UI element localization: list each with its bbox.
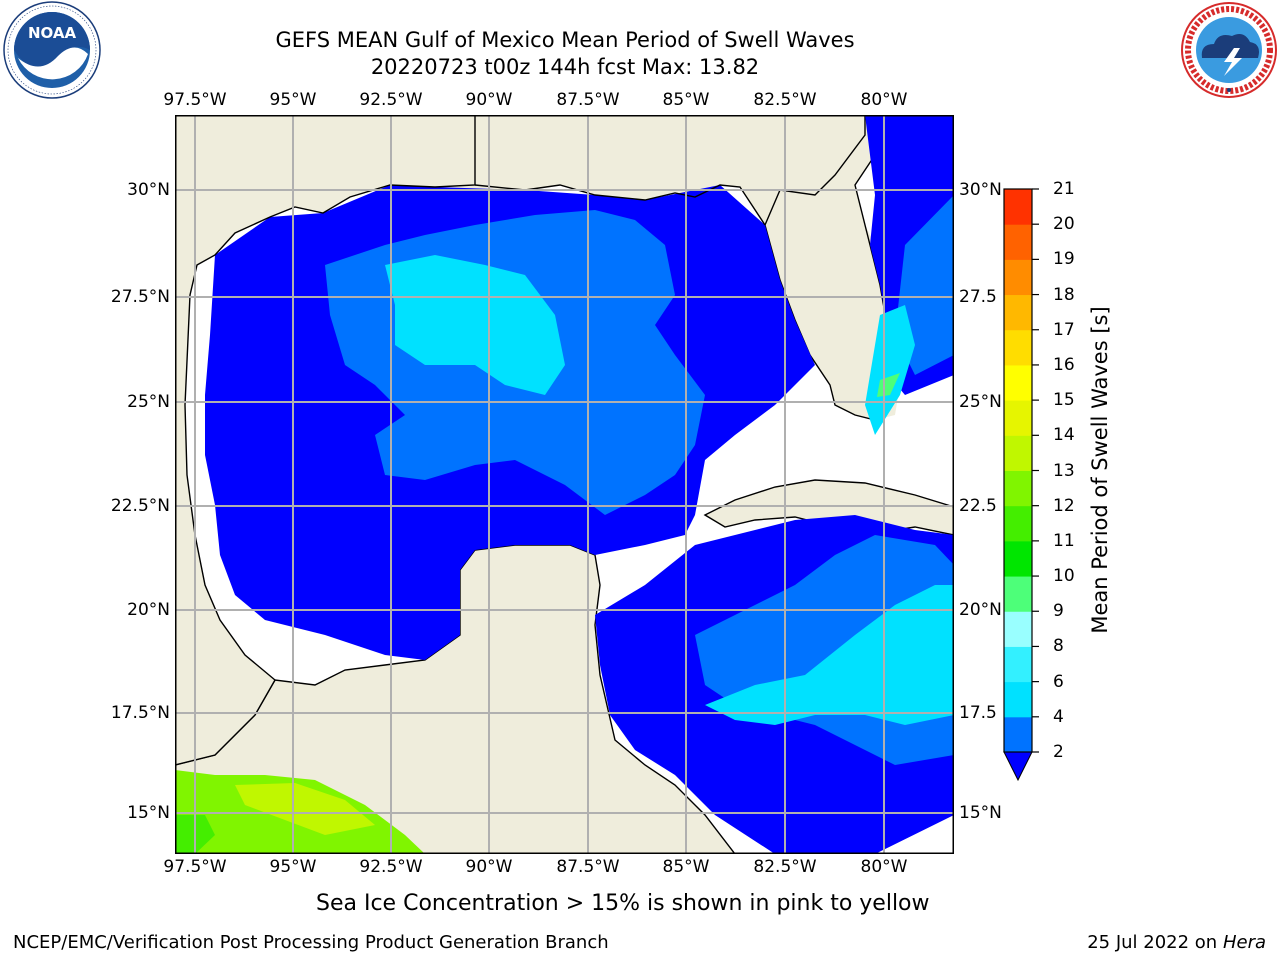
colorbar-tick-label: 9 [1053, 601, 1064, 622]
colorbar-tick-label: 12 [1053, 495, 1075, 516]
lat-tick-right: 22.5 [959, 496, 997, 516]
swell-region-8-9s [877, 373, 900, 397]
colorbar-tick-label: 17 [1053, 319, 1075, 340]
lat-tick-right: 25°N [959, 392, 1002, 412]
colorbar-segment [1004, 470, 1032, 507]
map-subtitle: 20220723 t00z 144h fcst Max: 13.82 [370, 55, 760, 79]
map-title: GEFS MEAN Gulf of Mexico Mean Period of … [275, 28, 855, 52]
colorbar-label: Mean Period of Swell Waves [s] [1088, 306, 1112, 634]
colorbar-segment [1004, 576, 1032, 612]
lat-tick-left: 15°N [127, 803, 170, 823]
lon-tick-bottom: 87.5°W [556, 857, 620, 877]
sea-ice-note: Sea Ice Concentration > 15% is shown in … [316, 891, 930, 916]
lon-tick-top: 85°W [662, 90, 710, 110]
lon-tick-bottom: 92.5°W [359, 857, 423, 877]
footer-branch: NCEP/EMC/Verification Post Processing Pr… [13, 932, 609, 953]
colorbar-tick-label: 13 [1053, 460, 1075, 481]
lat-tick-left: 25°N [127, 392, 170, 412]
colorbar-segment [1004, 364, 1032, 401]
lat-tick-left: 27.5°N [110, 287, 170, 307]
coastline [474, 184, 766, 226]
lon-tick-bottom: 97.5°W [163, 857, 227, 877]
colorbar-segment [1004, 681, 1032, 718]
colorbar-segment [1004, 329, 1032, 366]
colorbar-tick-label: 6 [1053, 671, 1064, 692]
colorbar-tick-label: 15 [1053, 390, 1075, 411]
footer-machine: Hera [1222, 932, 1266, 953]
lat-tick-left: 22.5°N [110, 496, 170, 516]
footer-date-text: 25 Jul 2022 on [1087, 932, 1223, 953]
colorbar-segment [1004, 259, 1032, 296]
colorbar-segment [1004, 646, 1032, 683]
lat-tick-left: 30°N [127, 180, 170, 200]
lon-tick-top: 90°W [465, 90, 513, 110]
lon-tick-bottom: 85°W [662, 857, 710, 877]
nws-logo-icon [1181, 2, 1277, 98]
lon-tick-top: 82.5°W [753, 90, 817, 110]
colorbar-tick-label: 21 [1053, 179, 1075, 199]
lat-tick-right: 20°N [959, 600, 1002, 620]
swell-region-pacific-13-14s [235, 783, 375, 835]
colorbar-under-triangle [1003, 751, 1033, 782]
colorbar-segment [1004, 435, 1032, 471]
swell-region-4-6s-gulf [385, 255, 565, 395]
lon-tick-bottom: 82.5°W [753, 857, 817, 877]
lon-tick-top: 92.5°W [359, 90, 423, 110]
map-frame [175, 115, 954, 854]
lon-tick-top: 87.5°W [556, 90, 620, 110]
gulf-of-mexico-map [175, 115, 954, 854]
colorbar-tick-label: 4 [1053, 706, 1064, 727]
colorbar-segment [1004, 716, 1032, 753]
lat-tick-left: 20°N [127, 600, 170, 620]
lat-tick-right: 17.5 [959, 703, 997, 723]
lon-tick-top: 80°W [860, 90, 908, 110]
noaa-logo: NOAA [0, 0, 105, 100]
colorbar-tick-label: 2 [1053, 742, 1064, 762]
yucatan-land [175, 544, 736, 854]
colorbar-tick-label: 14 [1053, 425, 1075, 446]
colorbar-tick-label: 11 [1053, 530, 1075, 551]
lon-tick-top: 95°W [269, 90, 317, 110]
lon-tick-top: 97.5°W [163, 90, 227, 110]
colorbar-tick-label: 20 [1053, 214, 1075, 235]
lat-tick-right: 30°N [959, 180, 1002, 200]
national-weather-service-logo [1178, 0, 1280, 100]
colorbar-tick-label: 10 [1053, 566, 1075, 587]
cuba-land [703, 479, 954, 536]
lat-tick-right: 27.5 [959, 287, 997, 307]
colorbar-tick-label: 19 [1053, 249, 1075, 270]
colorbar-scale [1003, 188, 1039, 782]
colorbar-segment [1004, 189, 1032, 225]
colorbar-segment [1004, 224, 1032, 260]
colorbar-tick-label: 8 [1053, 636, 1064, 657]
lon-tick-bottom: 80°W [860, 857, 908, 877]
lat-tick-right: 15°N [959, 803, 1002, 823]
footer-date: 25 Jul 2022 on Hera [1087, 932, 1266, 953]
colorbar-segment [1004, 400, 1032, 436]
colorbar-segment [1004, 611, 1032, 647]
lon-tick-bottom: 90°W [465, 857, 513, 877]
svg-text:NOAA: NOAA [28, 24, 77, 42]
noaa-logo-icon: NOAA [3, 1, 101, 99]
colorbar-segment [1004, 540, 1032, 577]
colorbar-tick-label: 18 [1053, 284, 1075, 305]
map-grid [175, 115, 954, 854]
lat-tick-left: 17.5°N [110, 703, 170, 723]
swell-region-4-6s-caribbean [705, 585, 954, 725]
mexico-coast-land [175, 115, 476, 766]
colorbar-segment [1004, 505, 1032, 542]
colorbar-segment [1004, 294, 1032, 331]
lon-tick-bottom: 95°W [269, 857, 317, 877]
colorbar-tick-label: 16 [1053, 354, 1075, 375]
